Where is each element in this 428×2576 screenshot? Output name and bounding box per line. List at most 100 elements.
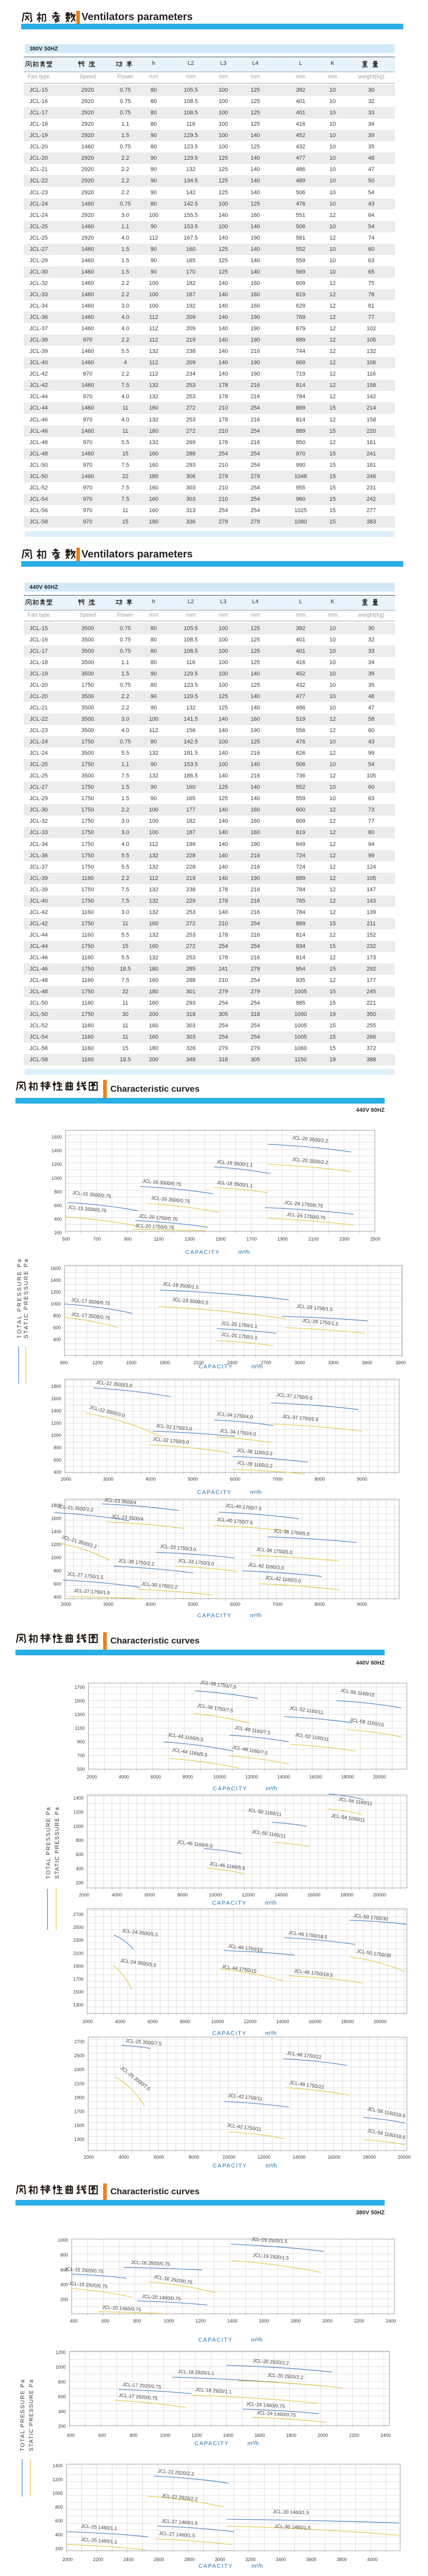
svg-text:2400: 2400 (123, 2557, 134, 2562)
svg-text:1800: 1800 (51, 1503, 61, 1508)
svg-text:1400: 1400 (227, 2318, 237, 2324)
svg-text:16000: 16000 (307, 1892, 320, 1897)
svg-text:2200: 2200 (93, 2557, 103, 2562)
svg-text:JCL-19 3500/1.5: JCL-19 3500/1.5 (172, 1297, 209, 1306)
svg-text:2300: 2300 (74, 2067, 85, 2072)
svg-text:1600: 1600 (255, 2433, 265, 2438)
svg-text:JCL-56 1160/15: JCL-56 1160/15 (350, 1717, 385, 1728)
svg-text:JCL-15 3500/0.75: JCL-15 3500/0.75 (72, 1190, 111, 1199)
svg-text:1500: 1500 (74, 1699, 85, 1704)
svg-text:1000: 1000 (51, 1301, 61, 1307)
svg-text:3600: 3600 (362, 1360, 372, 1365)
svg-text:CAPACITY: CAPACITY (194, 2441, 229, 2447)
svg-text:1200: 1200 (51, 1420, 61, 1426)
svg-text:JCL-19 3500/1.5: JCL-19 3500/1.5 (162, 1281, 199, 1291)
svg-text:1600: 1600 (51, 1266, 61, 1271)
svg-text:JCL-39 1750/7.5: JCL-39 1750/7.5 (200, 1680, 237, 1690)
svg-text:JCL-50 1160/11: JCL-50 1160/11 (248, 1807, 282, 1818)
svg-text:JCL-44 1160/5.5: JCL-44 1160/5.5 (168, 1732, 204, 1743)
svg-text:600: 600 (53, 1325, 61, 1330)
svg-text:1100: 1100 (75, 1726, 85, 1731)
svg-text:JCL-20 3500/2.2: JCL-20 3500/2.2 (292, 1157, 328, 1166)
svg-text:6000: 6000 (230, 1477, 240, 1482)
svg-text:STATIC PRESSURE Pa: STATIC PRESSURE Pa (23, 1259, 29, 1338)
svg-text:400: 400 (58, 2409, 66, 2414)
svg-text:200: 200 (54, 1230, 62, 1235)
svg-text:JCL-46 1160/5.5: JCL-46 1160/5.5 (177, 1839, 213, 1849)
svg-text:3000: 3000 (215, 2557, 225, 2562)
svg-text:2200: 2200 (349, 2433, 359, 2438)
svg-text:1900: 1900 (277, 1236, 288, 1242)
svg-text:JCL-36 1750/5.5: JCL-36 1750/5.5 (256, 1547, 293, 1556)
svg-text:JCL-25 1460/1.1: JCL-25 1460/1.1 (81, 2537, 118, 2545)
svg-text:18000: 18000 (341, 2019, 354, 2024)
svg-text:JCL-20 1750/0.75: JCL-20 1750/0.75 (135, 1223, 174, 1231)
svg-text:TOTAL PRESSURE Pa: TOTAL PRESSURE Pa (45, 1807, 52, 1879)
svg-text:JCL-52 1160/11: JCL-52 1160/11 (295, 1732, 330, 1742)
svg-text:JCL-29 1750/1.5: JCL-29 1750/1.5 (297, 1303, 333, 1313)
svg-text:JCL-16 3500/0.75: JCL-16 3500/0.75 (142, 1178, 182, 1188)
svg-text:2700: 2700 (74, 2039, 85, 2044)
svg-text:1700: 1700 (73, 1977, 84, 1982)
svg-text:JCL-17 2920/0.75: JCL-17 2920/0.75 (119, 2393, 158, 2402)
svg-text:400: 400 (53, 1337, 61, 1342)
svg-text:1600: 1600 (52, 1134, 62, 1140)
svg-text:JCL-16 2920/0.75: JCL-16 2920/0.75 (131, 2260, 170, 2267)
svg-text:m³/h: m³/h (238, 1249, 250, 1256)
svg-text:JCL-27 1750/1.5: JCL-27 1750/1.5 (74, 1588, 110, 1596)
svg-text:200: 200 (76, 1880, 84, 1885)
svg-text:m³/h: m³/h (250, 1489, 261, 1496)
svg-text:3000: 3000 (103, 1602, 113, 1607)
svg-text:JCL-15 3500/0.75: JCL-15 3500/0.75 (68, 1205, 107, 1214)
svg-text:JCL-24 1750/0.75: JCL-24 1750/0.75 (284, 1200, 323, 1209)
svg-text:JCL-40 1750/7.5: JCL-40 1750/7.5 (225, 1503, 262, 1512)
svg-text:18000: 18000 (340, 1892, 353, 1897)
svg-text:JCL-22 2920/2.2: JCL-22 2920/2.2 (161, 2493, 198, 2502)
svg-text:JCL-18 3500/1.1: JCL-18 3500/1.1 (217, 1159, 253, 1168)
svg-text:CAPACITY: CAPACITY (213, 1786, 248, 1792)
svg-text:1600: 1600 (51, 1516, 61, 1521)
svg-text:1200: 1200 (51, 1542, 61, 1547)
svg-text:9000: 9000 (357, 1602, 367, 1607)
svg-text:JCL-33 1750/3.0: JCL-33 1750/3.0 (160, 1544, 196, 1553)
svg-text:JCL-46 1750/18.5: JCL-46 1750/18.5 (288, 1930, 327, 1940)
svg-text:1000: 1000 (160, 2433, 170, 2438)
svg-text:12000: 12000 (242, 1892, 255, 1897)
svg-text:JCL-56 1160/15: JCL-56 1160/15 (340, 1688, 375, 1698)
svg-text:m³/h: m³/h (265, 1900, 276, 1906)
svg-text:14000: 14000 (292, 2155, 305, 2160)
svg-text:8000: 8000 (315, 1477, 325, 1482)
svg-text:12000: 12000 (257, 2155, 270, 2160)
svg-text:CAPACITY: CAPACITY (212, 1900, 247, 1906)
svg-text:7000: 7000 (272, 1477, 283, 1482)
svg-text:JCL-24 1460/0.75: JCL-24 1460/0.75 (246, 2401, 285, 2410)
svg-text:400: 400 (76, 1866, 84, 1871)
svg-text:JCL-42 1160/3.0: JCL-42 1160/3.0 (265, 1575, 301, 1584)
svg-text:m³/h: m³/h (251, 2337, 262, 2343)
svg-text:1000: 1000 (51, 1555, 61, 1561)
svg-text:1700: 1700 (246, 1236, 257, 1242)
svg-text:8000: 8000 (177, 1892, 188, 1897)
svg-text:CAPACITY: CAPACITY (197, 1489, 232, 1496)
svg-text:1300: 1300 (74, 1712, 85, 1717)
svg-text:CAPACITY: CAPACITY (197, 1613, 232, 1619)
svg-text:1300: 1300 (74, 2137, 85, 2142)
svg-text:JCL-22 2920/2.2: JCL-22 2920/2.2 (158, 2468, 194, 2477)
svg-text:8000: 8000 (315, 1602, 325, 1607)
svg-text:6000: 6000 (154, 2155, 164, 2160)
svg-text:JCL-16 3500/0.75: JCL-16 3500/0.75 (151, 1195, 190, 1205)
svg-text:JCL-27 1460/1.5: JCL-27 1460/1.5 (159, 2531, 195, 2539)
svg-text:m³/h: m³/h (252, 1364, 263, 1370)
svg-text:8000: 8000 (189, 2155, 199, 2160)
svg-text:1000: 1000 (53, 2491, 63, 2496)
svg-text:JCL-22 3500/3.0: JCL-22 3500/3.0 (96, 1380, 133, 1389)
svg-text:JCL-20 1460/0.75: JCL-20 1460/0.75 (142, 2294, 181, 2302)
svg-text:CAPACITY: CAPACITY (199, 2337, 233, 2343)
svg-text:JCL-39 1160/2.2: JCL-39 1160/2.2 (237, 1448, 273, 1457)
svg-text:3600: 3600 (306, 2557, 317, 2562)
svg-text:1800: 1800 (286, 2433, 297, 2438)
svg-text:200: 200 (58, 2424, 66, 2429)
svg-text:800: 800 (133, 2318, 141, 2324)
svg-text:TOTAL PRESSURE Pa: TOTAL PRESSURE Pa (17, 1259, 23, 1338)
svg-text:600: 600 (98, 2433, 106, 2438)
